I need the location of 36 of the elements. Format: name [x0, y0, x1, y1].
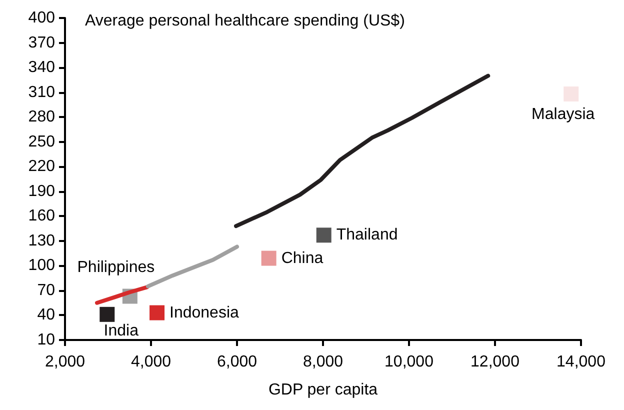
y-tick-label: 40 — [37, 306, 56, 324]
series-label: Philippines — [77, 259, 155, 276]
x-axis-title: GDP per capita — [268, 382, 378, 398]
y-tick-label: 190 — [28, 182, 56, 200]
y-tick-label: 250 — [28, 133, 56, 150]
series-label: India — [104, 322, 139, 340]
x-tick-label: 14,000 — [556, 354, 606, 370]
point — [150, 305, 165, 320]
x-tick-label: 10,000 — [384, 354, 434, 370]
point — [316, 228, 332, 243]
y-tick-label: 130 — [28, 232, 56, 250]
line-series — [94, 285, 149, 305]
point — [100, 306, 115, 322]
y-tick-label: 310 — [28, 84, 56, 101]
chart-title: Average personal healthcare spending (US$) — [85, 12, 405, 30]
series-label: Thailand — [336, 226, 398, 244]
series-label: Malaysia — [532, 106, 595, 123]
y-tick-label: 10 — [37, 332, 56, 348]
y-tick-label: 400 — [28, 10, 56, 26]
x-tick-label: 12,000 — [470, 354, 520, 370]
series-label: Indonesia — [170, 304, 240, 322]
x-tick-label: 4,000 — [130, 354, 172, 370]
y-tick-label: 220 — [28, 158, 56, 176]
y-tick-label: 340 — [28, 59, 56, 76]
point — [261, 250, 276, 266]
y-tick-label: 280 — [28, 108, 56, 126]
x-tick-label: 8,000 — [302, 354, 344, 370]
point — [564, 86, 579, 102]
y-tick-label: 370 — [28, 34, 56, 52]
y-tick-label: 100 — [28, 257, 56, 274]
line-series — [234, 74, 490, 228]
y-tick-label: 160 — [28, 208, 56, 225]
x-tick-label: 2,000 — [44, 354, 86, 370]
y-tick-label: 70 — [37, 282, 56, 299]
x-tick-label: 6,000 — [216, 354, 258, 370]
series-label: China — [281, 250, 324, 267]
